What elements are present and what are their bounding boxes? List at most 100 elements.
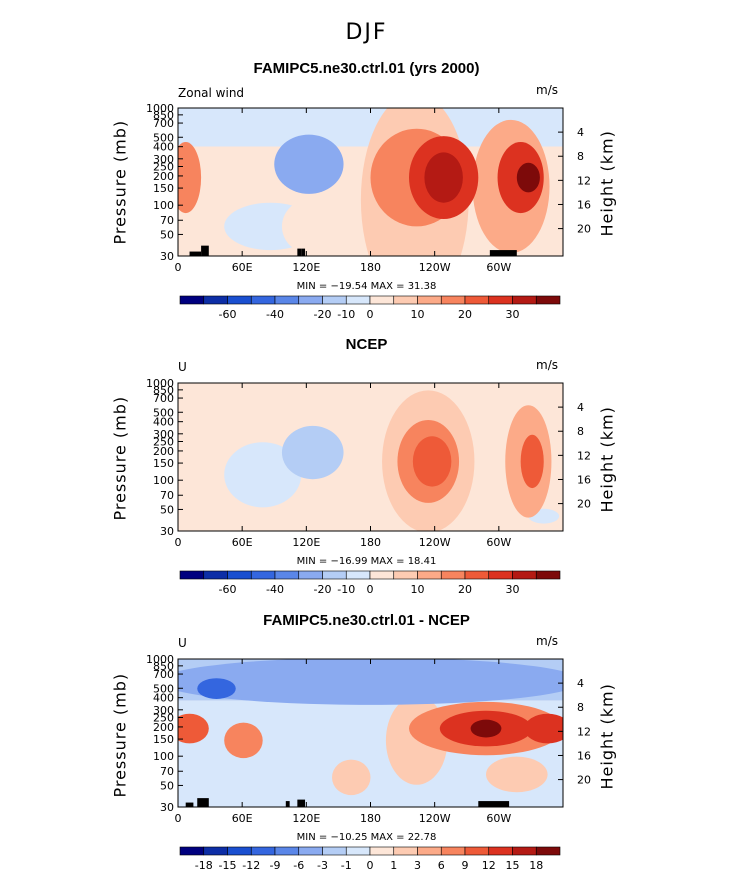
lon-tick-label: 120E [292,536,320,549]
lon-tick-label: 180 [360,812,381,825]
contour-region [178,659,563,705]
panel-3-stats: MIN = −10.25 MAX = 22.78 [296,832,437,843]
height-tick-label: 16 [577,198,591,211]
colorbar-swatch [345,846,371,856]
panel-1-left-label: Zonal wind [178,86,245,100]
pressure-tick-label: 70 [160,765,174,778]
colorbar-label: -3 [317,859,328,872]
topography [197,798,209,807]
lon-tick-label: 60E [232,536,253,549]
panel-3-title: FAMIPC5.ne30.ctrl.01 - NCEP [263,612,470,629]
contour-region [197,678,236,699]
colorbar-label: 10 [411,583,425,596]
contour-region [412,436,452,487]
colorbar-label: -20 [314,308,332,321]
colorbar-swatch [488,846,513,856]
pressure-tick-label: 250 [153,712,174,725]
pressure-tick-label: 50 [160,503,174,516]
colorbar-swatch [393,295,418,305]
contour-region [285,725,340,785]
colorbar-swatch [322,295,347,305]
panel-3-colorbar: -18 -15 -12 -9 -6 -3 -1 0 1 3 6 9 12 15 18 [179,846,561,872]
colorbar-swatch [512,295,537,305]
lon-tick-label: 120E [292,261,320,274]
colorbar-label: 15 [506,859,520,872]
panel-2-ylabel: Pressure (mb) [110,395,130,521]
contour-region [224,722,263,759]
panel-3-ylabel-right: Height (km) [597,683,617,790]
colorbar-swatch [512,570,537,580]
colorbar-label: 20 [458,583,472,596]
lon-tick-label: 120W [419,536,451,549]
colorbar-label: -18 [195,859,213,872]
colorbar-label: -12 [242,859,260,872]
topography [478,801,510,807]
pressure-tick-label: 200 [153,445,174,458]
panel-3-units: m/s [536,634,558,648]
pressure-tick-label: 100 [153,750,174,763]
colorbar-label: 18 [529,859,543,872]
colorbar-swatch [440,846,466,856]
pressure-tick-label: 250 [153,436,174,449]
pressure-tick-label: 500 [153,406,174,419]
colorbar-swatch [369,295,395,305]
pressure-tick-label: 850 [153,384,174,397]
colorbar-swatch [322,846,347,856]
topography [201,245,209,256]
colorbar-label: -1 [341,859,352,872]
height-tick-label: 16 [577,749,591,762]
panel-2-stats: MIN = −16.99 MAX = 18.41 [296,556,437,567]
height-tick-label: 8 [577,425,584,438]
pressure-tick-label: 200 [153,170,174,183]
colorbar-label: 3 [414,859,421,872]
colorbar-swatch [227,846,252,856]
topography [489,250,517,256]
lon-tick-label: 60W [486,536,511,549]
colorbar-label: -40 [266,308,284,321]
pressure-tick-label: 70 [160,489,174,502]
colorbar-swatch [250,846,276,856]
topography [285,801,290,807]
panel-1-colorbar: -60 -40 -20 -10 0 10 20 30 [179,295,561,321]
lon-tick-label: 0 [175,812,182,825]
lon-tick-label: 60E [232,812,253,825]
pressure-tick-label: 300 [153,704,174,717]
colorbar-swatch [535,570,561,580]
contour-region [470,719,502,738]
height-tick-label: 20 [577,498,591,511]
contour-region [274,134,344,194]
colorbar-label: 12 [482,859,496,872]
colorbar-label: 10 [411,308,425,321]
height-tick-label: 16 [577,473,591,486]
pressure-tick-label: 500 [153,682,174,695]
lon-tick-label: 60W [486,812,511,825]
colorbar-label: 30 [506,583,520,596]
page-title: DJF [345,20,388,45]
height-tick-label: 20 [577,223,591,236]
pressure-tick-label: 700 [153,392,174,405]
lon-tick-label: 180 [360,536,381,549]
lon-tick-label: 120W [419,812,451,825]
colorbar-swatch [274,570,300,580]
pressure-tick-label: 1000 [146,377,174,390]
lon-tick-label: 60E [232,261,253,274]
field-layer [178,383,563,531]
pressure-tick-label: 400 [153,416,174,429]
colorbar-swatch [417,295,442,305]
pressure-tick-label: 30 [160,801,174,814]
pressure-tick-label: 850 [153,109,174,122]
pressure-tick-label: 300 [153,153,174,166]
pressure-tick-label: 150 [153,457,174,470]
pressure-tick-label: 250 [153,161,174,174]
lon-tick-label: 120E [292,812,320,825]
pressure-tick-label: 700 [153,117,174,130]
height-tick-label: 12 [577,449,591,462]
pressure-tick-label: 500 [153,131,174,144]
colorbar-swatch [512,846,537,856]
pressure-tick-label: 30 [160,525,174,538]
height-tick-label: 8 [577,701,584,714]
colorbar-swatch [322,570,347,580]
contour-region [424,152,463,203]
